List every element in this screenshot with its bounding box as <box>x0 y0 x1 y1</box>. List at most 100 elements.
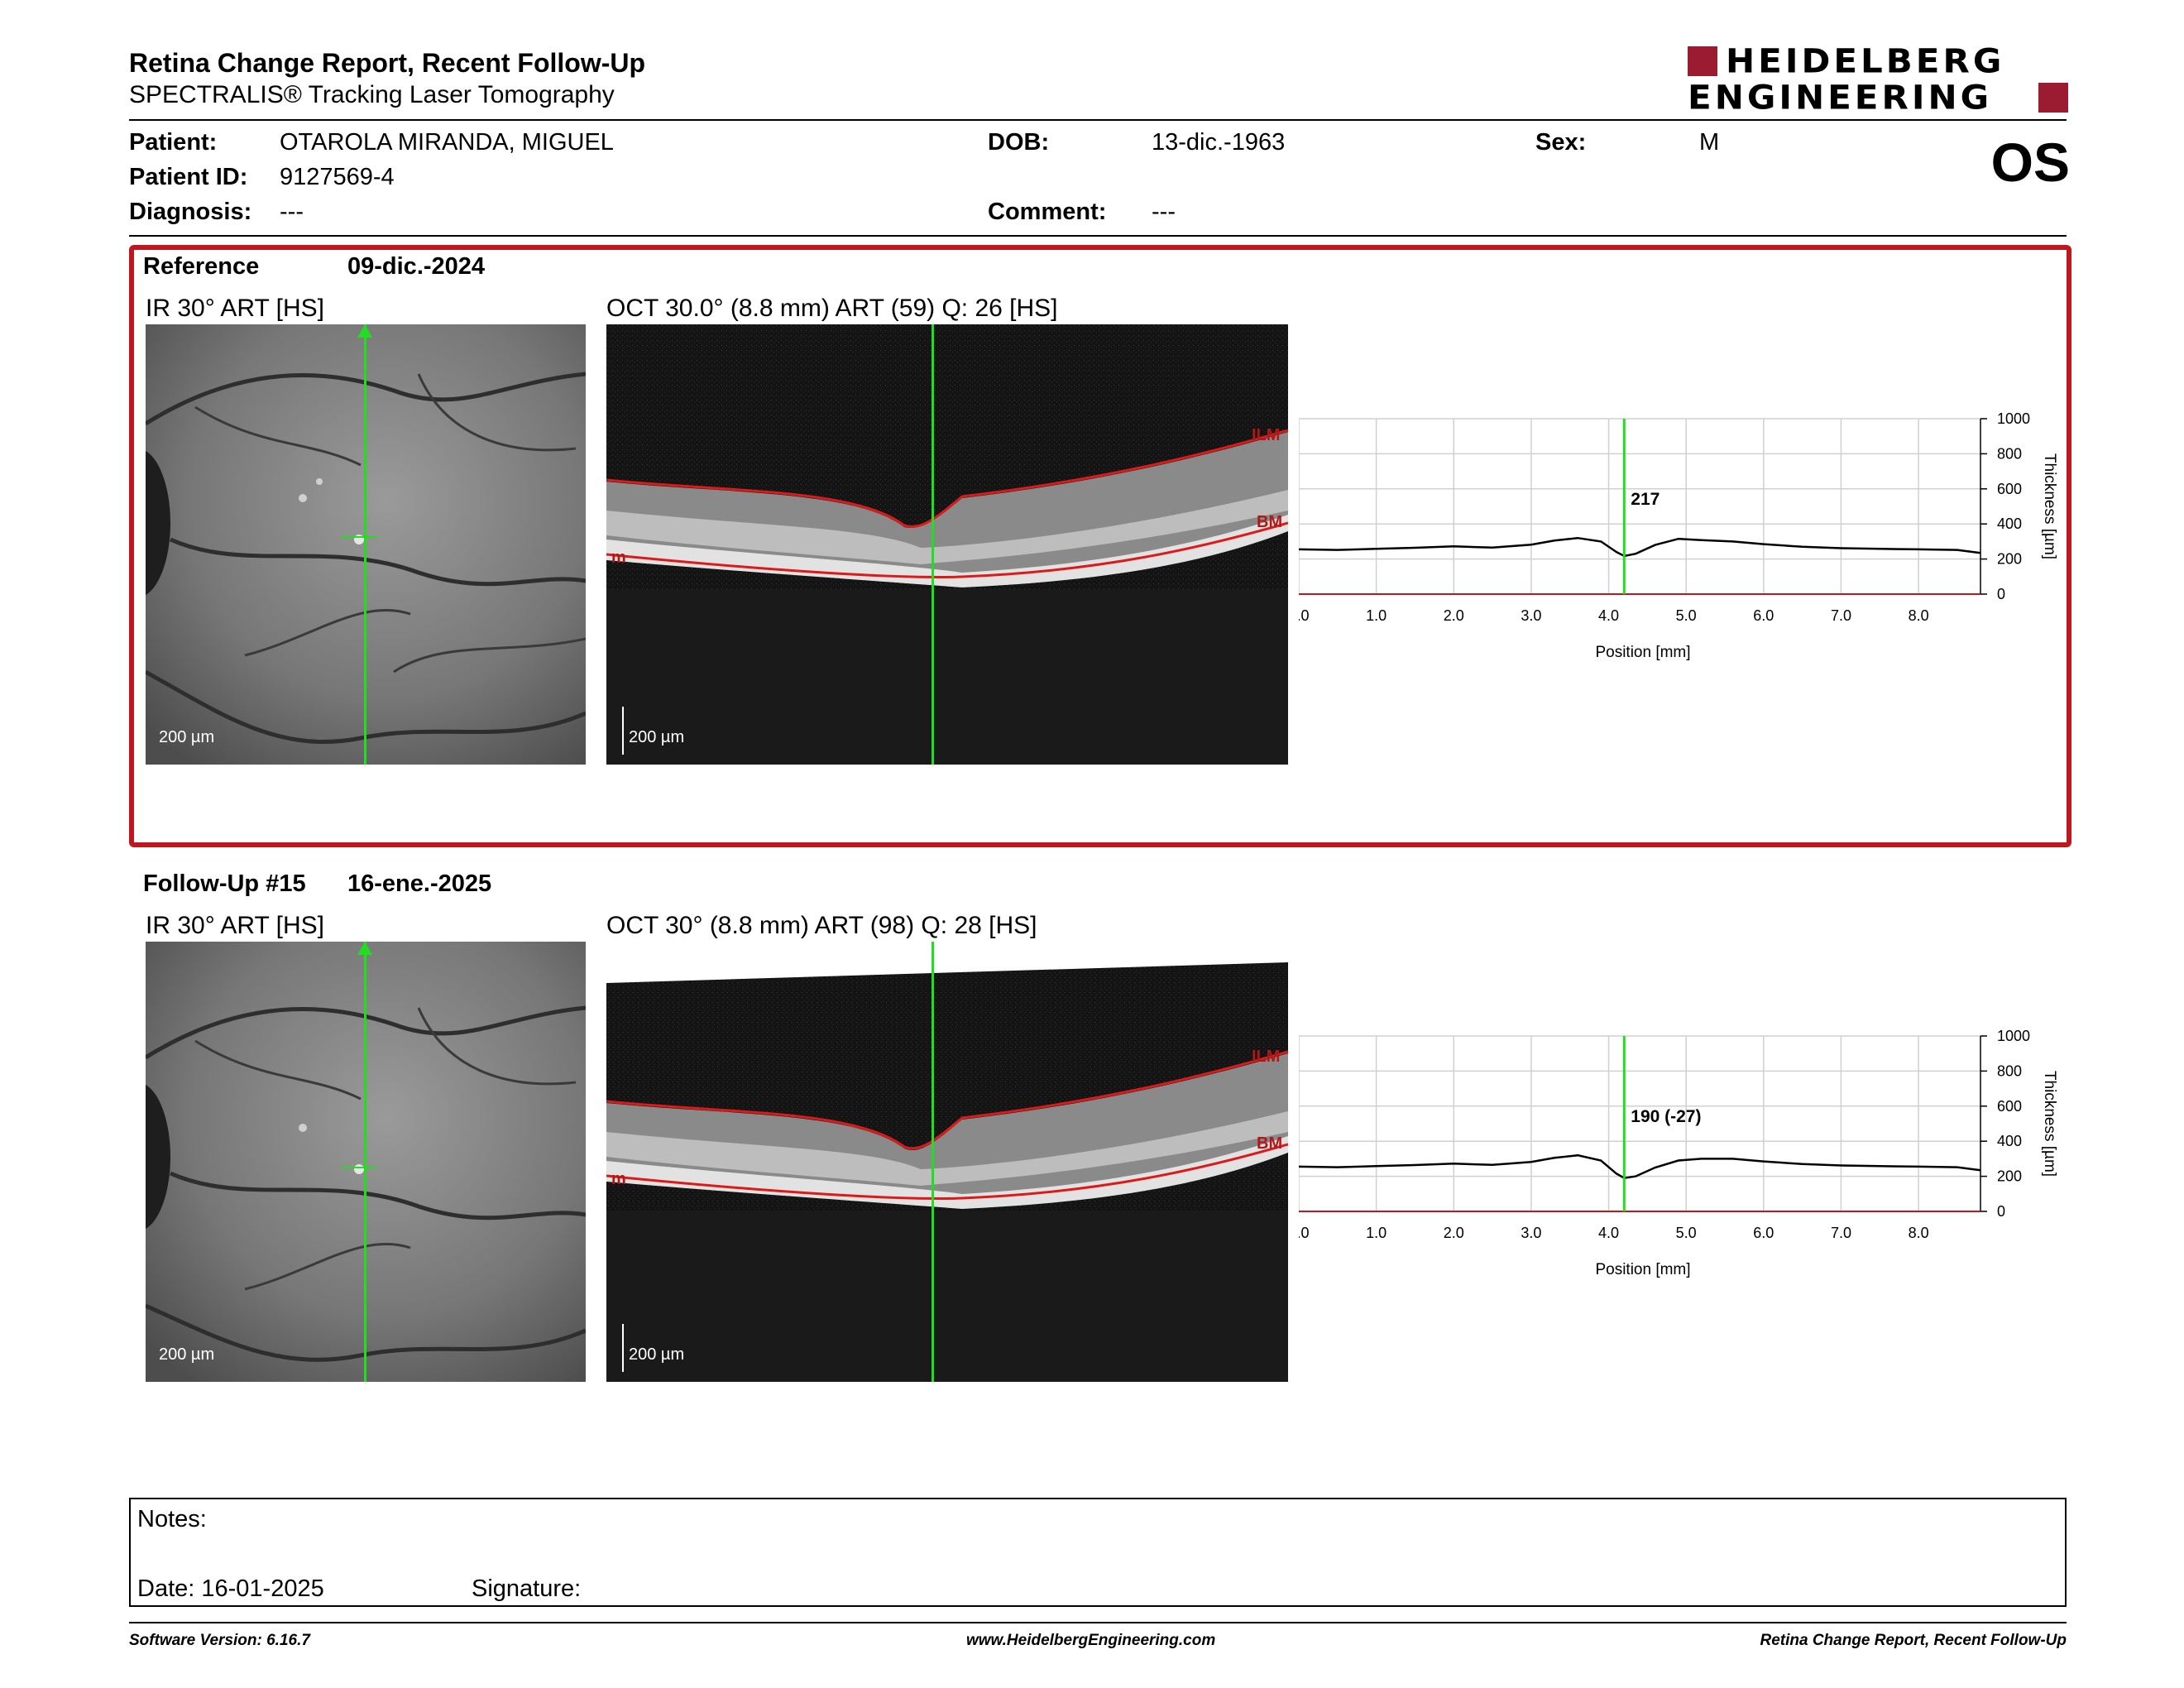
notes-label: Notes: <box>137 1506 207 1532</box>
x-tick-label: 1.0 <box>1366 1225 1387 1241</box>
dob-value: 13-dic.-1963 <box>1152 129 1286 156</box>
y-tick-label: 800 <box>1997 1062 2022 1079</box>
x-tick-label: 8.0 <box>1909 607 1929 624</box>
reference-oct-scale: 200 µm <box>629 728 685 746</box>
footer-report-name: Retina Change Report, Recent Follow-Up <box>1760 1632 2067 1649</box>
followup-oct-image: ILM BM m <box>606 942 1288 1382</box>
x-tick-label: 4.0 <box>1598 1225 1619 1241</box>
followup-oct-graphic: ILM BM m <box>606 942 1288 1382</box>
comment-label: Comment: <box>988 199 1107 225</box>
y-tick-label: 0 <box>1997 586 2005 602</box>
diagnosis-value: --- <box>280 199 304 225</box>
y-tick-label: 400 <box>1997 1133 2022 1149</box>
followup-oct-scalebar <box>622 1324 624 1372</box>
thickness-series-line <box>1299 536 1981 558</box>
y-tick-label: 800 <box>1997 445 2022 462</box>
followup-label: Follow-Up #15 <box>143 870 306 897</box>
followup-m-label: m <box>611 1170 626 1188</box>
report-subtitle: SPECTRALIS® Tracking Laser Tomography <box>129 81 615 108</box>
notes-date: Date: 16-01-2025 <box>137 1575 324 1602</box>
followup-date: 16-ene.-2025 <box>347 870 492 897</box>
reference-ilm-label: ILM <box>1252 426 1280 444</box>
patient-id-label: Patient ID: <box>129 164 248 190</box>
reference-ir-scanline <box>364 324 366 765</box>
reference-bm-label: BM <box>1257 513 1282 531</box>
patient-label: Patient: <box>129 129 218 156</box>
reference-oct-graphic: ILM BM m <box>606 324 1288 765</box>
dob-label: DOB: <box>988 129 1050 156</box>
y-tick-label: 200 <box>1997 1168 2022 1185</box>
y-axis-label: Thickness [µm] <box>2041 1071 2058 1177</box>
website-link[interactable]: www.HeidelbergEngineering.com <box>966 1632 1216 1649</box>
reference-date: 09-dic.-2024 <box>347 253 486 280</box>
reference-oct-scanline <box>932 324 934 765</box>
report-title: Retina Change Report, Recent Follow-Up <box>129 48 646 78</box>
x-tick-label: 5.0 <box>1676 1225 1697 1241</box>
header-rule <box>129 119 2067 121</box>
x-tick-label: 7.0 <box>1831 607 1851 624</box>
y-tick-label: 0 <box>1997 1203 2005 1220</box>
reference-oct-image: ILM BM m <box>606 324 1288 765</box>
followup-thickness-value: 190 (-27) <box>1631 1107 1701 1126</box>
thickness-series-line <box>1299 1153 1981 1179</box>
reference-ir-arrow-icon <box>357 324 372 338</box>
followup-ir-scanline <box>364 942 366 1382</box>
y-axis-label: Thickness [µm] <box>2041 453 2058 559</box>
reference-m-label: m <box>611 549 626 567</box>
y-tick-label: 400 <box>1997 516 2022 532</box>
y-tick-label: 600 <box>1997 481 2022 497</box>
reference-label: Reference <box>143 253 260 280</box>
reference-ir-scale: 200 µm <box>159 728 215 746</box>
followup-ir-scale: 200 µm <box>159 1345 215 1364</box>
x-tick-label: 3.0 <box>1521 1225 1541 1241</box>
x-tick-label: 2.0 <box>1444 1225 1464 1241</box>
x-tick-label: 4.0 <box>1598 607 1619 624</box>
reference-ir-title: IR 30° ART [HS] <box>146 295 324 322</box>
followup-ir-title: IR 30° ART [HS] <box>146 912 324 939</box>
reference-oct-scalebar <box>622 707 624 755</box>
followup-thickness-plot: 0.0 1.0 2.0 3.0 4.0 5.0 6.0 7.0 8.0 0 200 400 600 800… <box>1299 1028 2058 1278</box>
software-version: Software Version: 6.16.7 <box>129 1632 310 1649</box>
diagnosis-label: Diagnosis: <box>129 199 252 225</box>
y-tick-label: 600 <box>1997 1098 2022 1115</box>
followup-oct-scale: 200 µm <box>629 1345 685 1364</box>
eye-indicator: OS <box>1990 132 2070 193</box>
x-axis-label: Position [mm] <box>1595 1261 1690 1278</box>
followup-ir-arrow-icon <box>357 942 372 955</box>
notes-box: Notes: Date: 16-01-2025 Signature: <box>129 1498 2067 1607</box>
patient-id-value: 9127569-4 <box>280 164 395 190</box>
heidelberg-logo: HEIDELBERG ENGINEERING <box>1688 45 2068 116</box>
x-tick-label: 2.0 <box>1444 607 1464 624</box>
x-tick-label: 1.0 <box>1366 607 1387 624</box>
x-tick-label: 6.0 <box>1753 1225 1774 1241</box>
reference-frame <box>129 245 2071 847</box>
x-tick-label: 7.0 <box>1831 1225 1851 1241</box>
followup-bm-label: BM <box>1257 1134 1282 1153</box>
y-tick-label: 1000 <box>1997 410 2030 427</box>
logo-square-top <box>1688 46 1717 76</box>
y-tick-label: 200 <box>1997 551 2022 568</box>
x-tick-label: 8.0 <box>1909 1225 1929 1241</box>
patient-rule <box>129 235 2067 237</box>
x-tick-label: 0.0 <box>1299 1225 1310 1241</box>
y-tick-label: 1000 <box>1997 1028 2030 1044</box>
x-axis-label: Position [mm] <box>1595 644 1690 661</box>
x-tick-label: 5.0 <box>1676 607 1697 624</box>
signature-label: Signature: <box>472 1575 582 1602</box>
reference-thickness-plot: 0.0 1.0 2.0 3.0 4.0 5.0 6.0 7.0 8.0 0 200 400 600 800… <box>1299 410 2058 661</box>
x-tick-label: 6.0 <box>1753 607 1774 624</box>
followup-oct-title: OCT 30° (8.8 mm) ART (98) Q: 28 [HS] <box>606 912 1037 939</box>
logo-line-1: HEIDELBERG <box>1726 41 2005 80</box>
x-tick-label: 0.0 <box>1299 607 1310 624</box>
patient-name: OTAROLA MIRANDA, MIGUEL <box>280 129 614 156</box>
reference-oct-title: OCT 30.0° (8.8 mm) ART (59) Q: 26 [HS] <box>606 295 1058 322</box>
logo-line-2: ENGINEERING <box>1688 78 1993 117</box>
footer-rule <box>129 1622 2067 1623</box>
sex-label: Sex: <box>1535 129 1587 156</box>
logo-square-bottom <box>2038 83 2068 113</box>
x-tick-label: 3.0 <box>1521 607 1541 624</box>
comment-value: --- <box>1152 199 1176 225</box>
followup-oct-scanline <box>932 942 934 1382</box>
reference-thickness-value: 217 <box>1631 490 1660 509</box>
sex-value: M <box>1699 129 1720 156</box>
